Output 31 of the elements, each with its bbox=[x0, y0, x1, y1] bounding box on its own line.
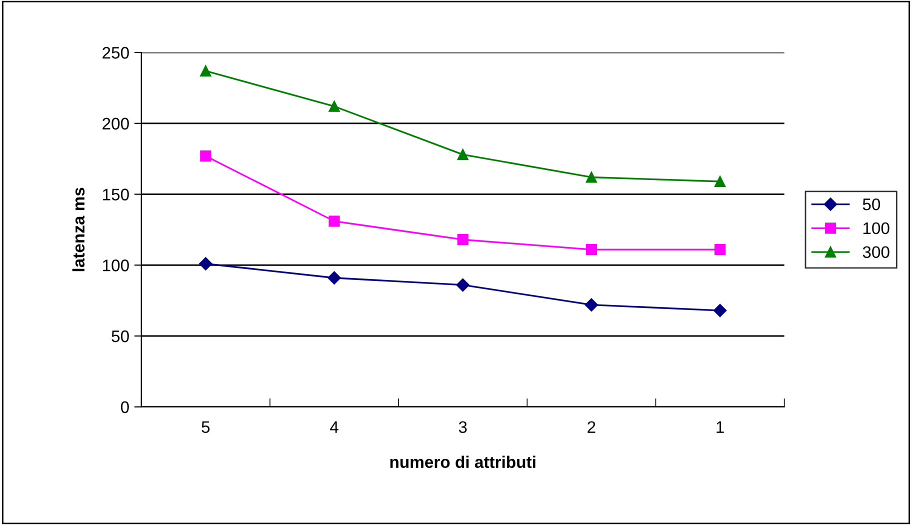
point bbox=[457, 149, 468, 160]
y-tick-label: 200 bbox=[102, 118, 129, 130]
x-tick-label: 2 bbox=[588, 421, 596, 433]
point bbox=[200, 150, 212, 162]
legend-label: 50 bbox=[862, 198, 880, 210]
y-tick-label: 50 bbox=[112, 330, 129, 342]
point bbox=[714, 176, 726, 188]
y-tick-label: 150 bbox=[103, 188, 129, 200]
point bbox=[586, 172, 597, 183]
y-axis-title: latenza ms bbox=[72, 188, 85, 272]
point bbox=[328, 271, 341, 284]
point bbox=[328, 100, 340, 112]
point bbox=[584, 298, 598, 312]
legend-label: 100 bbox=[863, 222, 890, 234]
point bbox=[457, 234, 468, 246]
x-tick-label: 1 bbox=[716, 421, 724, 433]
y-tick-label: 0 bbox=[120, 401, 129, 414]
point bbox=[713, 304, 727, 318]
x-tick-label: 3 bbox=[458, 421, 467, 434]
y-tick-label: 250 bbox=[102, 46, 129, 59]
point bbox=[200, 65, 212, 76]
x-axis-title: numero di attributi bbox=[390, 456, 536, 468]
point bbox=[586, 244, 597, 256]
point bbox=[714, 244, 726, 256]
legend-label: 300 bbox=[862, 246, 890, 258]
y-tick-label: 100 bbox=[103, 260, 129, 272]
x-tick-label: 4 bbox=[330, 421, 338, 433]
point bbox=[199, 257, 212, 270]
x-tick-label: 5 bbox=[202, 421, 210, 434]
point bbox=[328, 216, 340, 227]
point bbox=[456, 278, 470, 292]
